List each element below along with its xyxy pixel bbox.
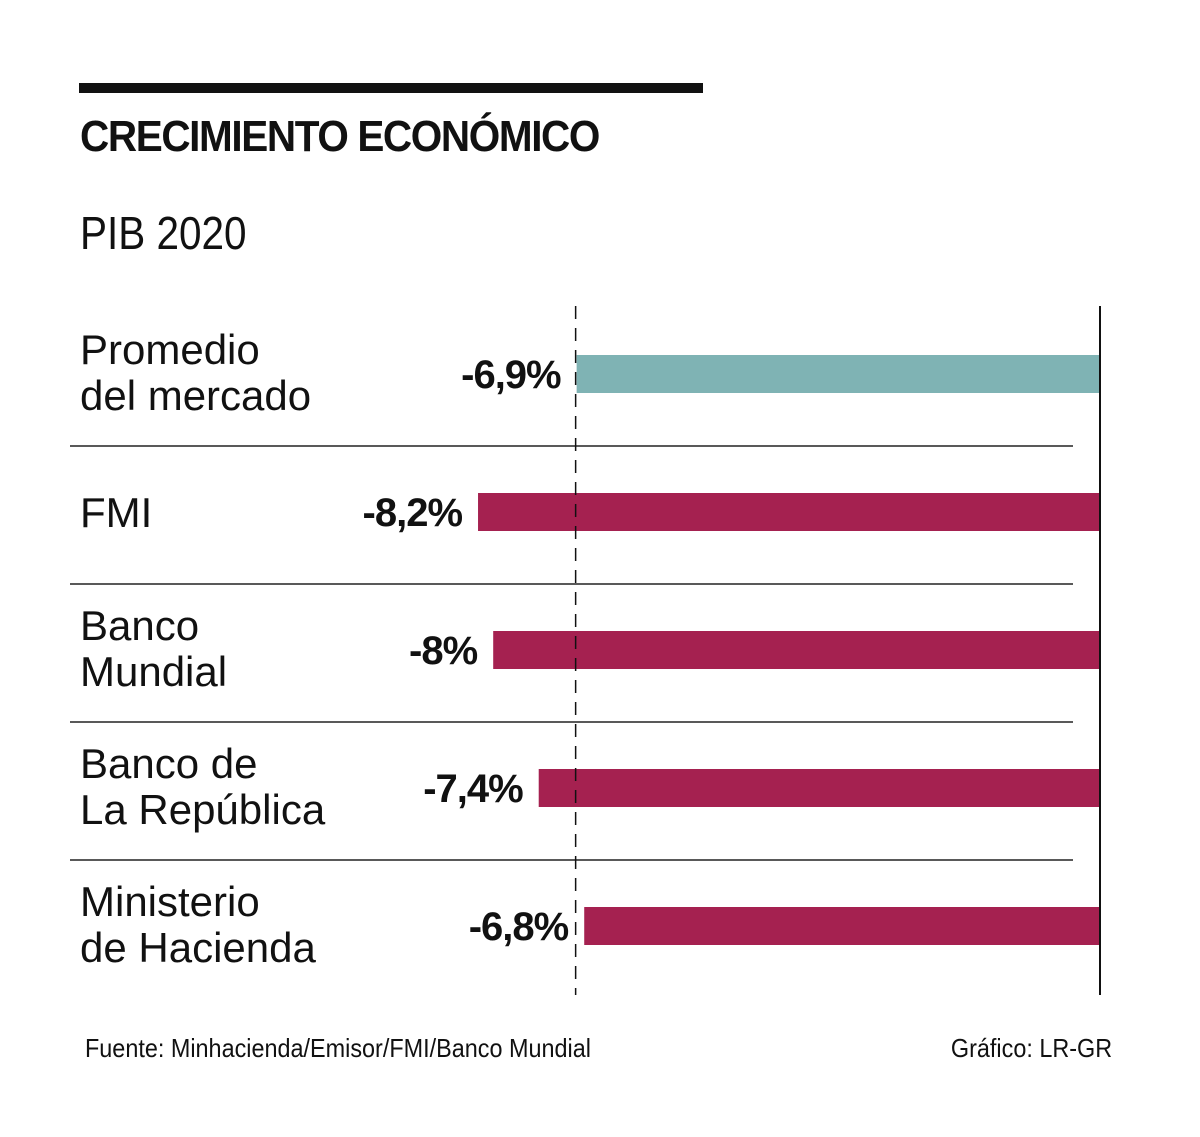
graphic-credit: Gráfico: LR-GR [950, 1033, 1112, 1063]
category-label: Banco de La República [80, 740, 326, 833]
category-label: Promedio del mercado [80, 326, 311, 419]
chart-title: CRECIMIENTO ECONÓMICO [80, 112, 600, 161]
value-label: -6,8% [469, 905, 569, 949]
category-label: FMI [80, 489, 152, 536]
category-label: Banco Mundial [80, 602, 227, 695]
category-label-line: del mercado [80, 372, 311, 419]
category-label-line: de Hacienda [80, 924, 316, 971]
bar-highlight [576, 355, 1100, 393]
category-label-line: FMI [80, 489, 152, 536]
bar [478, 493, 1100, 531]
top-rule [79, 83, 703, 93]
category-label-line: Mundial [80, 648, 227, 695]
category-label: Ministerio de Hacienda [80, 878, 316, 971]
bar [538, 769, 1100, 807]
category-label-line: Ministerio [80, 878, 260, 925]
value-label: -8,2% [363, 491, 463, 535]
source-note: Fuente: Minhacienda/Emisor/FMI/Banco Mun… [85, 1033, 591, 1063]
value-label: -8% [409, 629, 478, 673]
category-label-line: Banco [80, 602, 199, 649]
category-label-line: La República [80, 786, 326, 833]
value-label: -7,4% [423, 767, 523, 811]
category-label-line: Promedio [80, 326, 260, 373]
bar [493, 631, 1100, 669]
bar [584, 907, 1100, 945]
category-label-line: Banco de [80, 740, 257, 787]
chart-subtitle: PIB 2020 [80, 207, 247, 259]
value-label: -6,9% [461, 353, 561, 397]
